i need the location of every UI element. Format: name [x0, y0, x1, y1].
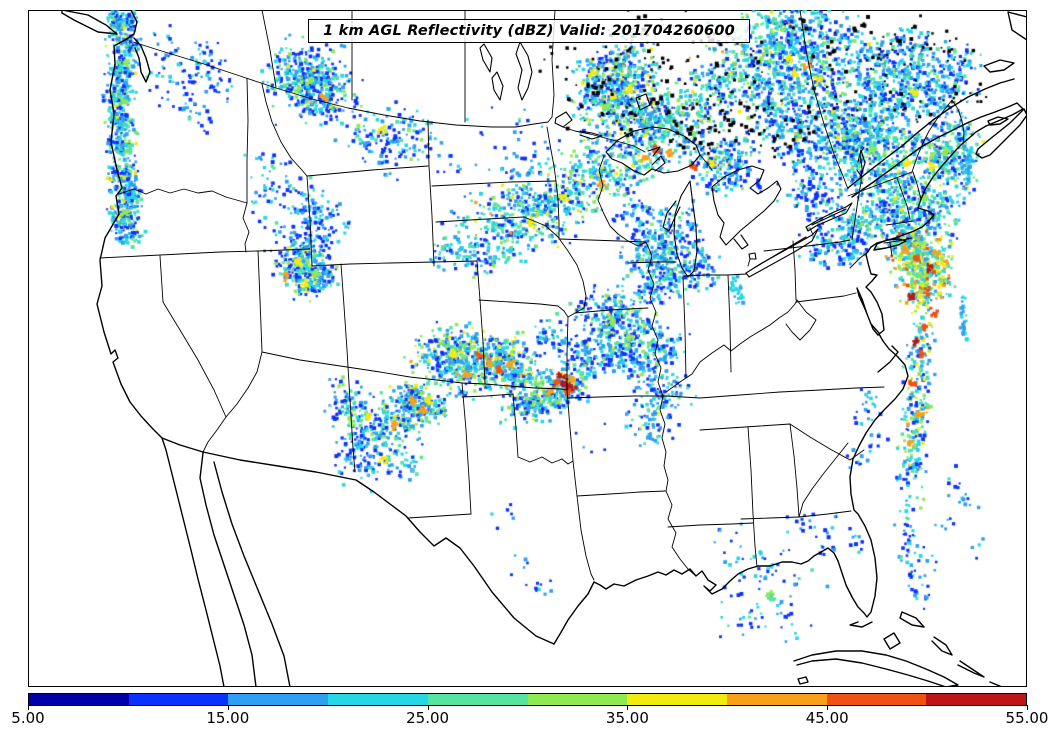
colorbar-label-15: 15.00	[206, 709, 250, 727]
colorbar-segment-35-40	[627, 694, 727, 705]
colorbar-tick-5	[28, 705, 29, 710]
radar-echo-canvas	[28, 10, 1027, 687]
colorbar-tick-15	[227, 705, 229, 710]
colorbar-tick-45	[827, 705, 829, 710]
colorbar-label-55: 55.00	[1005, 709, 1049, 727]
colorbar-segment-20-25	[328, 694, 428, 705]
colorbar-label-25: 25.00	[406, 709, 450, 727]
colorbar-label-35: 35.00	[605, 709, 649, 727]
colorbar-segment-5-10	[29, 694, 129, 705]
colorbar-segment-50-55	[926, 694, 1027, 705]
plot-title-box: 1 km AGL Reflectivity (dBZ) Valid: 20170…	[308, 19, 750, 43]
colorbar-tick-35	[627, 705, 629, 710]
colorbar-segment-45-50	[826, 694, 927, 705]
colorbar-segment-30-35	[527, 694, 628, 705]
colorbar-segment-10-15	[128, 694, 229, 705]
colorbar-tick-55	[1027, 705, 1028, 710]
reflectivity-colorbar	[28, 693, 1027, 706]
colorbar-segment-40-45	[726, 694, 827, 705]
colorbar-segment-25-30	[427, 694, 528, 705]
colorbar-label-5: 5.00	[11, 709, 45, 727]
plot-title: 1 km AGL Reflectivity (dBZ) Valid: 20170…	[323, 23, 735, 39]
colorbar-segment-15-20	[228, 694, 329, 705]
colorbar-tick-25	[427, 705, 429, 710]
colorbar-label-45: 45.00	[805, 709, 849, 727]
